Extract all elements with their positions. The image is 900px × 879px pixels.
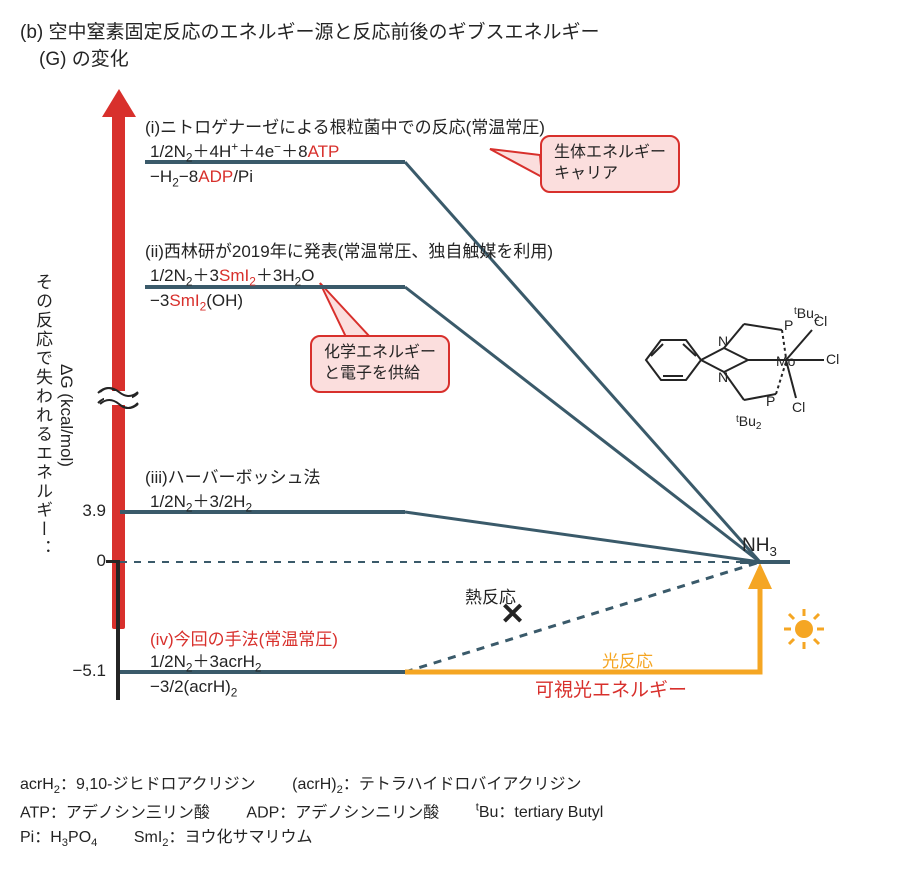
svg-text:tBu2: tBu2 (736, 413, 762, 432)
svg-text:P: P (784, 317, 793, 333)
sun-icon (782, 607, 826, 656)
level-nh3-bar (740, 560, 790, 564)
level-iv-bot: −3/2(acrH)2 (150, 677, 237, 699)
tick-zero-mark (106, 560, 120, 563)
y-axis-arrow (112, 109, 125, 629)
fn-ATP: ATP：アデノシン三リン酸 (20, 804, 210, 821)
footnotes: acrH2：9,10-ジヒドロアクリジン (acrH)2：テトラハイドロバイアク… (20, 773, 880, 852)
energy-diagram: その反応で失われるエネルギー： ΔG (kcal/mol) 0 3.9 −5.1 (20, 85, 880, 765)
tick-zero: 0 (46, 551, 106, 571)
svg-text:Cl: Cl (792, 399, 805, 415)
fn-acrH2dim: (acrH)2：テトラハイドロバイアクリジン (292, 776, 581, 793)
level-ii-top: 1/2N2＋3SmI2＋3H2O (150, 261, 314, 288)
level-iv-top: 1/2N2＋3acrH2 (150, 647, 262, 674)
level-iii-title: (iii)ハーバーボッシュ法 (145, 463, 320, 488)
svg-text:Mo: Mo (776, 353, 796, 369)
level-ii-title: (ii)西林研が2019年に発表(常温常圧、独自触媒を利用) (145, 237, 553, 262)
nh3-label: NH3 (742, 535, 777, 559)
molecule-structure: N N Mo Cl Cl Cl P P tBu2 tBu2 (636, 300, 856, 450)
svg-text:tBu2: tBu2 (794, 305, 820, 324)
tick-neg: −5.1 (46, 661, 106, 681)
level-i-title: (i)ニトロゲナーゼによる根粒菌中での反応(常温常圧) (145, 113, 545, 138)
visible-light-label: 可視光エネルギー (535, 675, 687, 702)
svg-text:P: P (766, 393, 775, 409)
svg-text:N: N (718, 369, 728, 385)
x-mark-icon: ✕ (500, 597, 525, 632)
svg-text:N: N (718, 333, 728, 349)
level-i-bot: −H2−8ADP/Pi (150, 167, 253, 189)
fn-tBu: tBu：tertiary Butyl (476, 804, 604, 821)
fn-Pi: Pi：H3PO4 (20, 829, 97, 846)
level-i-top: 1/2N2＋4H+＋4e−＋8ATP (150, 137, 339, 164)
tick-pos: 3.9 (46, 501, 106, 521)
svg-text:Cl: Cl (826, 351, 839, 367)
level-iii-top: 1/2N2＋3/2H2 (150, 487, 252, 514)
level-ii-bot: −3SmI2(OH) (150, 291, 243, 313)
fn-acrH2: acrH2：9,10-ジヒドロアクリジン (20, 776, 256, 793)
y-axis-arrowhead (102, 89, 136, 117)
baseline-axis (116, 560, 120, 700)
figure-title: (b) 空中窒素固定反応のエネルギー源と反応前後のギブスエネルギー (G) の変… (20, 20, 880, 73)
photo-label: 光反応 (602, 647, 653, 672)
callout-chem: 化学エネルギーと電子を供給 (310, 335, 450, 393)
axis-break (98, 383, 140, 413)
callout-bio: 生体エネルギーキャリア (540, 135, 680, 193)
fn-SmI2: SmI2：ヨウ化サマリウム (134, 829, 313, 846)
fn-ADP: ADP：アデノシンニリン酸 (246, 804, 439, 821)
